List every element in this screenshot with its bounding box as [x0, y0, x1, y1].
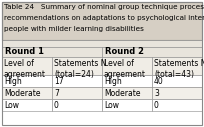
Text: Moderate: Moderate	[4, 89, 41, 98]
Text: 17: 17	[54, 76, 64, 85]
Bar	[2, 57, 52, 75]
Bar	[2, 75, 52, 87]
Bar	[2, 47, 102, 57]
Bar	[102, 87, 152, 99]
Text: Level of
agreement: Level of agreement	[104, 59, 146, 79]
Text: recommendations on adaptations to psychological interven: recommendations on adaptations to psycho…	[4, 15, 204, 21]
Text: 0: 0	[54, 100, 59, 109]
Bar	[2, 2, 202, 40]
Bar	[152, 57, 202, 75]
Bar	[52, 57, 102, 75]
Bar	[102, 47, 202, 57]
Text: 7: 7	[54, 89, 59, 98]
Bar	[102, 57, 152, 75]
Text: Statements N
(total=43): Statements N (total=43)	[154, 59, 204, 79]
Text: Low: Low	[104, 100, 119, 109]
Text: Statements N
(total=24): Statements N (total=24)	[54, 59, 106, 79]
Text: Round 1: Round 1	[5, 47, 44, 57]
Bar	[2, 87, 52, 99]
Text: people with milder learning disabilities: people with milder learning disabilities	[4, 27, 144, 33]
Text: Level of
agreement: Level of agreement	[4, 59, 46, 79]
Bar	[152, 99, 202, 111]
Bar	[52, 75, 102, 87]
Bar	[2, 40, 202, 47]
Bar	[52, 99, 102, 111]
Text: 0: 0	[154, 100, 159, 109]
Text: High: High	[4, 76, 22, 85]
Bar	[102, 75, 152, 87]
Text: 40: 40	[154, 76, 164, 85]
Text: Moderate: Moderate	[104, 89, 141, 98]
Bar	[152, 75, 202, 87]
Text: High: High	[104, 76, 122, 85]
Text: Low: Low	[4, 100, 19, 109]
Bar	[102, 99, 152, 111]
Text: Round 2: Round 2	[105, 47, 144, 57]
Bar	[152, 87, 202, 99]
Bar	[52, 87, 102, 99]
Text: 3: 3	[154, 89, 159, 98]
Text: Table 24   Summary of nominal group technique process for: Table 24 Summary of nominal group techni…	[4, 4, 204, 10]
Bar	[2, 99, 52, 111]
